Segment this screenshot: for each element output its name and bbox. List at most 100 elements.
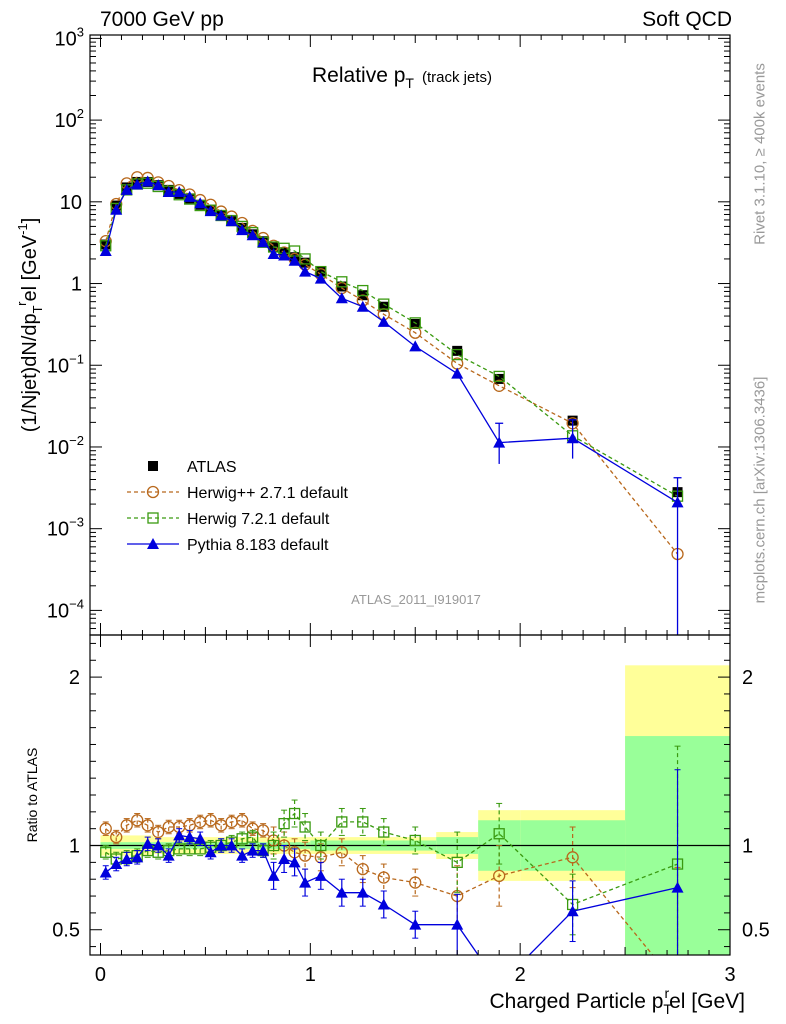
- data-point: [336, 276, 348, 288]
- ratio-point: [267, 869, 280, 881]
- data-point: [452, 345, 463, 356]
- ratio-point: [246, 844, 259, 856]
- data-point: [300, 257, 311, 268]
- ratio-point: [409, 918, 422, 930]
- data-point: [299, 265, 312, 277]
- ratio-point: [278, 853, 291, 864]
- ratio-point: [493, 979, 505, 990]
- data-point: [377, 315, 390, 327]
- ratio-y-axis-label: Ratio to ATLAS: [24, 748, 40, 843]
- data-point: [173, 185, 186, 197]
- data-point: [246, 229, 259, 241]
- legend-label: ATLAS: [187, 459, 237, 476]
- header-process: 7000 GeV pp: [100, 8, 224, 31]
- ratio-y-tick-label-right: 0.5: [742, 920, 770, 942]
- data-point: [225, 215, 238, 227]
- data-point: [409, 317, 421, 329]
- ratio-point: [100, 846, 112, 858]
- ratio-point: [493, 828, 505, 840]
- ratio-point: [451, 918, 464, 930]
- ratio-point: [267, 839, 280, 852]
- ratio-point: [152, 825, 165, 839]
- x-tick-label: 0: [95, 964, 106, 986]
- ratio-point: [215, 839, 228, 851]
- data-point: [131, 178, 144, 190]
- ratio-point: [377, 898, 390, 910]
- data-point: [99, 245, 112, 257]
- data-point: [409, 340, 422, 352]
- y-tick-label: 10−2: [47, 433, 84, 459]
- data-point: [335, 292, 348, 304]
- data-point: [493, 370, 505, 383]
- ratio-line: [105, 812, 678, 906]
- ratio-y-tick-label-right: 1: [742, 836, 753, 858]
- y-tick-label: 1: [71, 274, 82, 296]
- watermark: ATLAS_2011_I919017: [351, 592, 481, 607]
- ratio-y-tick-label-left: 2: [69, 667, 80, 689]
- ratio-point: [288, 807, 301, 820]
- data-point: [357, 284, 369, 297]
- ratio-point: [299, 876, 312, 888]
- legend-marker: [147, 512, 159, 524]
- ratio-y-tick-label-right: 2: [742, 667, 753, 689]
- y-tick-label: 10−1: [47, 351, 84, 377]
- ratio-point: [566, 905, 579, 917]
- data-point: [141, 175, 154, 187]
- data-point: [152, 179, 165, 191]
- legend-entry-2: Herwig 7.2.1 default: [127, 511, 330, 528]
- y-tick-label: 10−4: [47, 596, 84, 622]
- ratio-point: [314, 869, 327, 881]
- ratio-point: [235, 814, 249, 827]
- ratio-point: [141, 819, 154, 832]
- ratio-point: [298, 849, 312, 862]
- ratio-y-tick-label-left: 0.5: [52, 920, 80, 942]
- data-point: [378, 301, 389, 312]
- ratio-point: [257, 844, 270, 856]
- ratio-point: [246, 831, 259, 843]
- ratio-point: [204, 846, 217, 858]
- data-point: [162, 185, 175, 197]
- legend-marker: [146, 485, 160, 499]
- ratio-series-2: [99, 769, 684, 990]
- data-point: [204, 205, 217, 217]
- data-point: [451, 367, 464, 379]
- ratio-point: [671, 881, 684, 893]
- data-point: [451, 348, 463, 361]
- data-point: [215, 209, 228, 221]
- x-tick-label: 1: [305, 964, 316, 986]
- ratio-point: [493, 869, 506, 882]
- ratio-point: [451, 856, 463, 869]
- data-point: [267, 247, 280, 259]
- legend-entry-0: ATLAS: [148, 459, 237, 476]
- ratio-point: [356, 862, 369, 876]
- data-point: [356, 300, 369, 312]
- legend-label: Pythia 8.183 default: [187, 537, 329, 554]
- ratio-point: [377, 871, 390, 884]
- ratio-point: [173, 829, 186, 841]
- ratio-panel: 0.5 0.5 1 1 2 2 0 1 2 3: [52, 634, 770, 990]
- ratio-point: [335, 846, 348, 859]
- data-point: [120, 183, 133, 195]
- ratio-point: [357, 816, 369, 828]
- ratio-point: [99, 822, 112, 835]
- legend: ATLAS Herwig++ 2.7.1 default Herwig 7.2.1 …: [127, 459, 349, 554]
- data-point: [278, 249, 291, 261]
- ratio-point: [204, 814, 217, 827]
- ratio-point: [236, 849, 249, 861]
- series-line: [105, 180, 678, 503]
- data-point: [110, 203, 123, 215]
- ratio-point: [356, 886, 369, 898]
- ratio-point: [336, 816, 348, 828]
- y-tick-label: 10−3: [47, 515, 84, 541]
- ratio-point: [120, 819, 133, 832]
- data-point: [493, 436, 506, 448]
- ratio-point: [299, 821, 311, 833]
- ratio-point: [256, 824, 270, 837]
- data-point: [315, 266, 326, 277]
- main-y-axis-label: (1/Njet)dN/dpTrel [GeV-1]: [14, 218, 45, 433]
- y-tick-label: 102: [55, 106, 84, 132]
- series-0: [100, 176, 683, 498]
- x-tick-label: 3: [724, 964, 735, 986]
- ratio-point: [378, 826, 390, 838]
